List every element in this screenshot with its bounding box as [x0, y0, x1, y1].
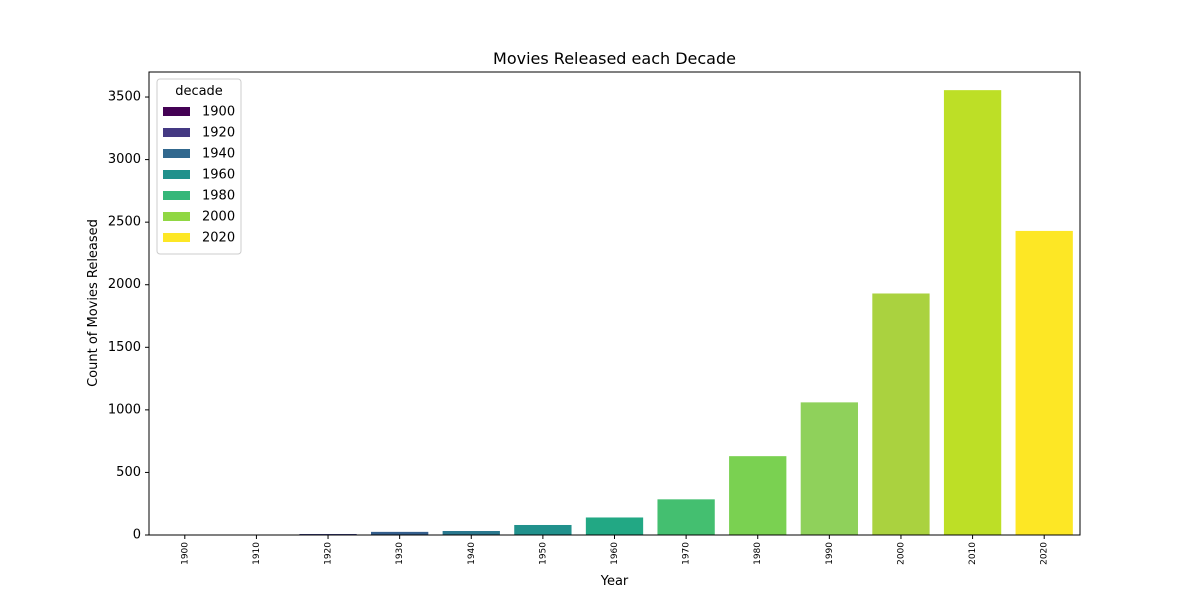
legend-label-1960: 1960: [202, 168, 235, 183]
legend-box: [156, 78, 242, 255]
x-axis: 1900 1910 1920 1930 1940 1950 1960 1970 1980 1990…: [180, 535, 1050, 565]
bar-1960: [585, 517, 644, 535]
plot-frame: [148, 71, 1081, 536]
bars-group: [156, 90, 1073, 535]
bar-1930: [371, 531, 429, 535]
y-tick-label-2000: 2000: [108, 277, 141, 292]
x-tick-label-2010: 2010: [968, 542, 978, 565]
y-tick-label-3000: 3000: [108, 152, 141, 167]
x-tick-label-1950: 1950: [538, 542, 548, 565]
legend-swatch-2000: [163, 212, 190, 221]
y-axis: 0 500 1000 1500 2000 2500 3000 3500: [108, 90, 149, 543]
legend-swatch-1900: [163, 107, 190, 116]
legend-label-2020: 2020: [202, 231, 235, 246]
legend-label-1940: 1940: [202, 147, 235, 162]
legend-swatch-1920: [163, 128, 190, 137]
bar-2010: [943, 90, 1002, 535]
legend-swatch-1940: [163, 149, 190, 158]
x-tick-label-1900: 1900: [180, 542, 190, 565]
x-tick-label-2000: 2000: [896, 542, 906, 565]
chart-title: Movies Released each Decade: [493, 49, 736, 68]
bar-1990: [800, 402, 858, 535]
legend-swatch-1980: [163, 191, 190, 200]
x-tick-label-1960: 1960: [610, 542, 620, 565]
y-tick-label-1000: 1000: [108, 402, 141, 417]
legend-swatch-1960: [163, 170, 190, 179]
legend-swatch-2020: [163, 233, 190, 242]
bar-1970: [657, 499, 715, 535]
x-tick-label-1980: 1980: [753, 542, 763, 565]
legend-label-2000: 2000: [202, 210, 235, 225]
legend-label-1900: 1900: [202, 105, 235, 120]
bar-1950: [514, 524, 572, 535]
x-tick-label-1930: 1930: [395, 542, 405, 565]
x-tick-label-1970: 1970: [682, 542, 692, 565]
x-tick-label-1990: 1990: [825, 542, 835, 565]
y-tick-label-2500: 2500: [108, 215, 141, 230]
legend: decade 1900 1920 1940 1960 1980 2000 2020: [156, 78, 242, 255]
bar-2000: [872, 293, 930, 535]
x-tick-label-1920: 1920: [324, 542, 334, 565]
y-tick-label-3500: 3500: [108, 90, 141, 105]
bar-1920: [299, 533, 357, 535]
y-tick-label-1500: 1500: [108, 340, 141, 355]
legend-label-1920: 1920: [202, 126, 235, 141]
y-tick-label-0: 0: [133, 528, 141, 543]
x-tick-label-1940: 1940: [467, 542, 477, 565]
bar-1940: [442, 530, 500, 535]
x-tick-label-1910: 1910: [252, 542, 262, 565]
x-tick-label-2020: 2020: [1040, 542, 1050, 565]
bar-1980: [729, 456, 787, 535]
legend-title: decade: [175, 84, 223, 99]
y-tick-label-500: 500: [116, 465, 141, 480]
legend-label-1980: 1980: [202, 189, 235, 204]
x-axis-label: Year: [600, 574, 629, 589]
y-axis-label: Count of Movies Released: [86, 219, 101, 387]
bar-2020: [1015, 230, 1073, 535]
